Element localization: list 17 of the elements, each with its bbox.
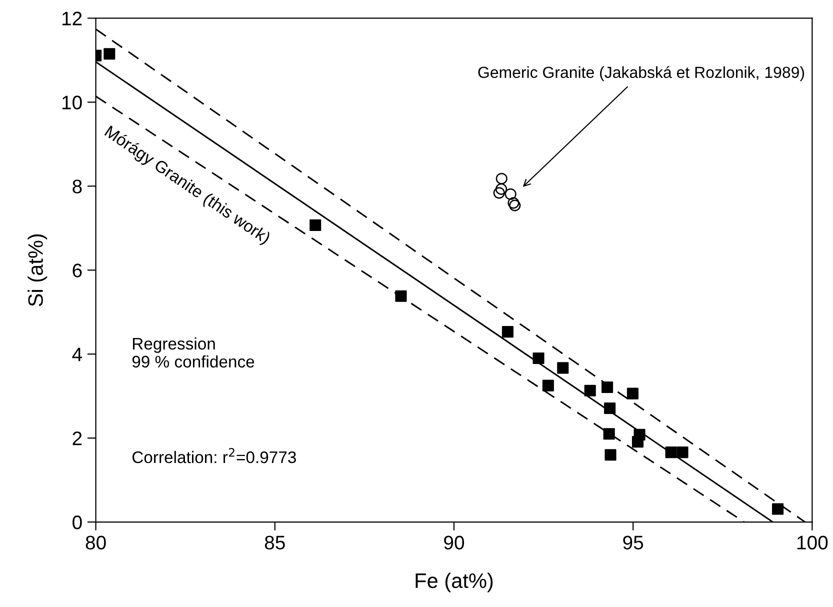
y-tick-label: 8 <box>72 180 82 194</box>
y-axis-title: Si (at%) <box>28 234 48 306</box>
y-tick-label: 4 <box>72 348 82 362</box>
x-axis-title: Fe (at%) <box>416 572 493 592</box>
y-tick-label: 10 <box>62 96 82 110</box>
y-tick-label: 0 <box>72 515 82 530</box>
x-tick-label: 95 <box>623 536 644 550</box>
x-tick-label: 85 <box>264 536 285 550</box>
annotation: Correlation: r$^{2}$=0.9773 <box>132 448 296 464</box>
y-tick-label: 12 <box>62 12 82 26</box>
annotation: Regression 99 % confidence <box>132 337 254 368</box>
x-tick-label: 90 <box>444 536 464 550</box>
annotation: Gemeric Granite (Jakabská et Rozlonik, 1989) <box>478 66 804 82</box>
x-tick-label: 100 <box>797 536 828 550</box>
y-tick-label: 2 <box>72 432 82 446</box>
y-tick-label: 6 <box>72 264 82 278</box>
x-tick-label: 80 <box>86 536 106 550</box>
